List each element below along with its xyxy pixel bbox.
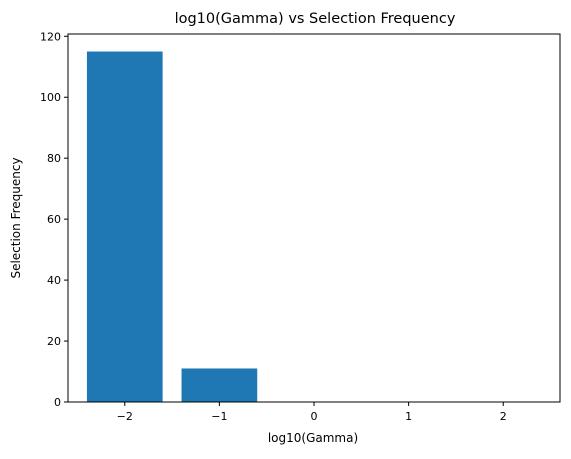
x-tick-label: 1 — [405, 410, 412, 423]
bars-layer — [86, 51, 258, 403]
bar — [181, 368, 258, 402]
y-tick-label: 40 — [47, 274, 61, 287]
y-tick-label: 120 — [40, 30, 61, 43]
y-tick-label: 100 — [40, 91, 61, 104]
chart-title: log10(Gamma) vs Selection Frequency — [175, 11, 456, 27]
plot-frame — [67, 33, 561, 403]
y-tick-label: 80 — [47, 152, 61, 165]
x-tick-label: −1 — [211, 410, 227, 423]
y-axis-label: Selection Frequency — [9, 157, 23, 278]
x-tick-label: −2 — [117, 410, 133, 423]
x-tick-label: 0 — [311, 410, 318, 423]
y-tick-label: 60 — [47, 213, 61, 226]
bar — [86, 51, 163, 403]
y-tick-label: 20 — [47, 335, 61, 348]
y-tick-label: 0 — [54, 396, 61, 409]
x-axis-label: log10(Gamma) — [268, 431, 358, 445]
x-tick-label: 2 — [500, 410, 507, 423]
